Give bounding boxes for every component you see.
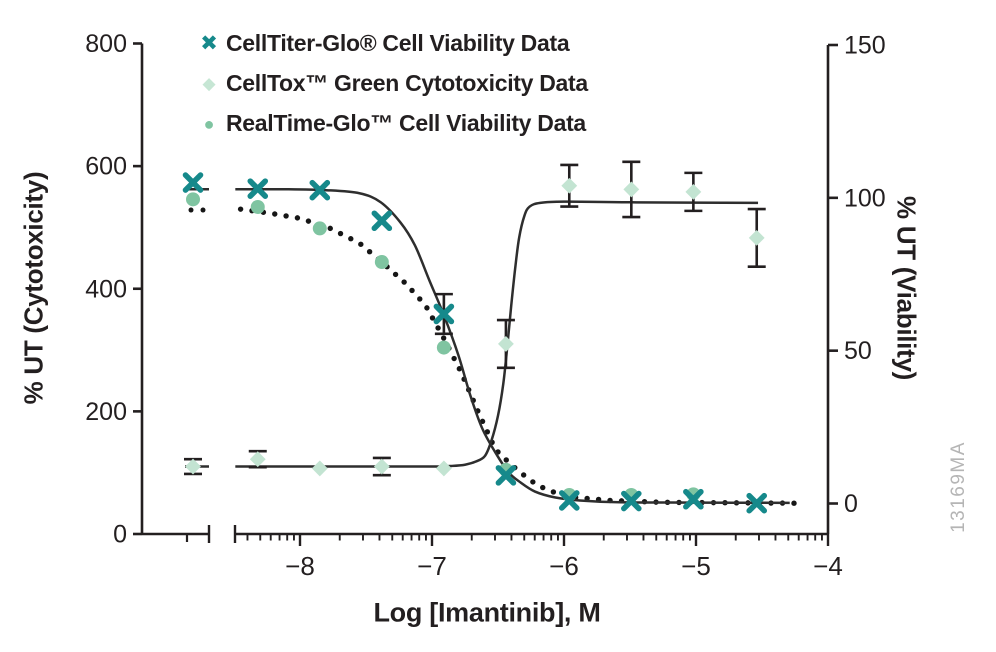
left-axis: 0 200 400 600 800 xyxy=(85,30,144,549)
tick-label: 150 xyxy=(844,32,886,60)
tick-label: 600 xyxy=(85,153,127,181)
diamond-marker-icon: ◆ xyxy=(202,74,216,93)
legend-label-celltiter: CellTiter-Glo® Cell Viability Data xyxy=(226,30,570,56)
error-bars xyxy=(184,160,766,477)
legend-item-celltox: ◆ CellTox™ Green Cytotoxicity Data xyxy=(192,67,588,100)
fit-curve-dotted xyxy=(188,206,797,506)
tick-label: −7 xyxy=(417,551,447,581)
tick-label: 400 xyxy=(85,275,127,303)
x-axis-title: Log [Imantinib], M xyxy=(373,597,601,628)
circle-marker-icon: ● xyxy=(203,113,215,134)
x-axis: −8 −7 −6 −5 −4 xyxy=(142,525,843,581)
tick-label: −6 xyxy=(549,551,579,581)
legend-label-celltox: CellTox™ Green Cytotoxicity Data xyxy=(226,70,588,96)
fit-curve-solid xyxy=(185,200,759,468)
series-x-markers xyxy=(182,172,768,514)
tick-label: −8 xyxy=(285,551,315,581)
tick-label: 200 xyxy=(85,398,127,426)
x-marker-icon: ✖ xyxy=(200,32,218,55)
series-diamond-markers xyxy=(185,177,765,477)
legend-item-realtime: ● RealTime-Glo™ Cell Viability Data xyxy=(192,107,588,140)
tick-label: −5 xyxy=(681,551,711,581)
tick-label: 100 xyxy=(844,184,886,212)
legend: ✖ CellTiter-Glo® Cell Viability Data ◆ C… xyxy=(192,27,588,140)
tick-label: 800 xyxy=(85,30,127,58)
tick-label: −4 xyxy=(813,551,843,581)
right-axis: 0 50 100 150 xyxy=(826,32,886,534)
figure-id-watermark: 13169MA xyxy=(948,441,969,533)
series-circle-markers xyxy=(186,192,701,502)
left-axis-title: % UT (Cytotoxicity) xyxy=(18,171,49,405)
tick-label: 0 xyxy=(844,490,858,518)
legend-item-celltiter: ✖ CellTiter-Glo® Cell Viability Data xyxy=(192,27,588,60)
tick-label: 0 xyxy=(113,521,127,549)
legend-label-realtime: RealTime-Glo™ Cell Viability Data xyxy=(226,110,586,136)
tick-label: 50 xyxy=(844,337,872,365)
right-axis-title: % UT (Viability) xyxy=(891,196,922,380)
fit-curve-solid xyxy=(185,187,790,505)
